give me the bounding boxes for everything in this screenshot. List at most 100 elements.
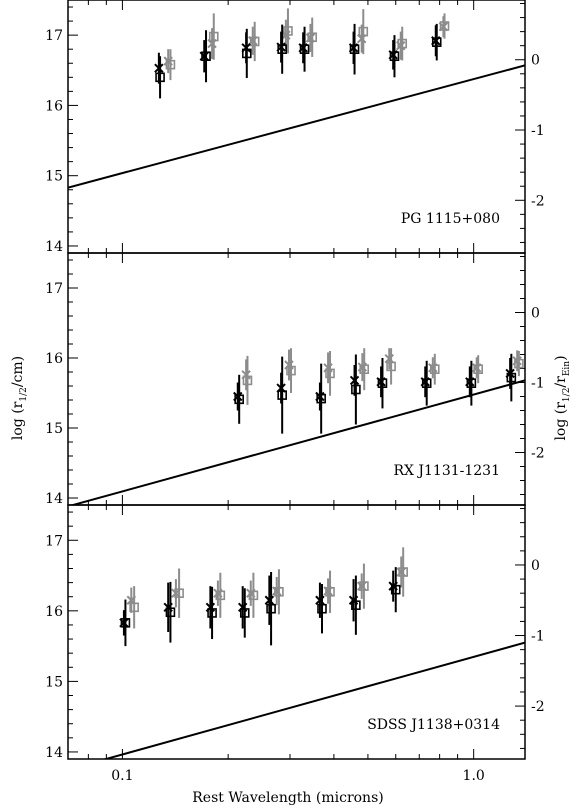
data-point-square	[473, 364, 483, 375]
y-axis-label-right-sub1: 1/2	[562, 388, 572, 402]
data-point-square	[431, 37, 442, 47]
panel-3: 14 15 16 17 -2 -1 0 0.1 1.0 SDSS J1138+0314	[45, 504, 545, 784]
series-light-square	[165, 8, 450, 81]
data-point-square	[248, 590, 259, 601]
data-point-square	[390, 584, 401, 595]
data-point-square	[351, 384, 361, 395]
data-point-square	[325, 368, 335, 379]
y-right-tick-label: -1	[531, 376, 545, 392]
series-dark-square	[120, 567, 401, 647]
y-tick-label: 15	[45, 169, 63, 185]
series-dark-square	[155, 23, 442, 99]
data-point-square	[208, 31, 219, 42]
y-axis-label-left-head: log (r	[10, 401, 26, 440]
data-point-square	[514, 358, 524, 369]
y-tick-label: 16	[45, 98, 63, 114]
panel-frame	[67, 504, 526, 760]
y-right-tick-label: -2	[531, 193, 545, 209]
y-right-tick-label: -1	[531, 629, 545, 645]
data-point-square	[242, 375, 253, 386]
data-point-square	[377, 378, 388, 389]
data-point-square	[241, 48, 252, 59]
panel-2: 14 15 16 17 -2 -1 0 RX J1131-1231	[45, 252, 545, 507]
data-point-square	[165, 607, 176, 618]
y-axis-label-left: log (r1/2/cm)	[10, 356, 29, 440]
data-point-square	[215, 590, 226, 601]
data-point-square	[307, 32, 318, 43]
data-point-square	[397, 38, 408, 49]
data-point-square	[299, 44, 310, 54]
data-point-square	[277, 44, 287, 54]
data-point-square	[349, 44, 360, 54]
y-right-tick-label: 0	[531, 53, 540, 69]
data-point-square	[421, 378, 432, 389]
einstein-radius-line	[69, 379, 525, 505]
y-right-tick-label: -2	[531, 446, 545, 462]
y-right-tick-label: 0	[531, 306, 540, 322]
y-axis-label-left-tail: /cm)	[10, 356, 26, 387]
data-point-square	[277, 390, 287, 400]
einstein-radius-line	[68, 64, 525, 189]
y-right-tick-label: -1	[531, 123, 545, 139]
series-dark-square	[234, 353, 517, 434]
data-point-square	[359, 581, 369, 591]
y-axis-label-right-head: log (r	[553, 402, 569, 441]
data-point-square	[359, 364, 370, 375]
einstein-radius-line	[102, 641, 525, 759]
data-point-square	[283, 26, 293, 36]
y-axis-label-right-mid: /r	[553, 376, 569, 388]
data-point-square	[120, 618, 131, 628]
y-tick-label: 15	[45, 674, 63, 690]
series-dark-x	[154, 25, 441, 84]
x-tick-label: 0.1	[111, 768, 133, 784]
data-point-square	[358, 26, 369, 37]
panel-label: SDSS J1138+0314	[367, 717, 500, 733]
data-point-x	[349, 375, 360, 386]
y-right-tick-label: 0	[531, 558, 540, 574]
data-point-square	[234, 394, 244, 405]
data-point-square	[266, 603, 276, 614]
panel-label: PG 1115+080	[401, 211, 500, 227]
data-point-x	[154, 63, 164, 73]
data-point-square	[274, 586, 284, 597]
y-tick-label: 17	[45, 28, 63, 44]
panel-1: 14 15 16 17 -2 -1 0 PG 1115+080	[45, 0, 545, 255]
y-tick-label: 14	[45, 745, 63, 761]
data-point-square	[506, 372, 517, 383]
data-point-square	[249, 36, 260, 47]
y-axis-label-right-sub2: Ein	[562, 361, 572, 376]
x-tick-label: 1.0	[463, 768, 485, 784]
x-axis-label: Rest Wavelength (microns)	[192, 790, 383, 806]
data-point-square	[207, 608, 217, 618]
y-axis-label-right: log (r1/2/rEin)	[553, 355, 572, 440]
y-right-tick-label: -2	[531, 699, 545, 715]
data-point-square	[398, 567, 408, 577]
y-tick-label: 16	[45, 351, 63, 367]
data-point-square	[165, 59, 176, 70]
data-point-square	[439, 21, 450, 31]
y-tick-label: 16	[45, 604, 63, 620]
y-tick-label: 15	[45, 421, 63, 437]
y-tick-label: 17	[45, 281, 63, 297]
data-point-square	[239, 608, 250, 618]
y-tick-label: 17	[45, 533, 63, 549]
data-point-square	[386, 361, 396, 372]
data-point-square	[316, 393, 326, 404]
data-point-square	[429, 364, 440, 375]
data-point-square	[155, 72, 165, 83]
data-point-square	[325, 586, 335, 597]
data-point-square	[129, 602, 139, 613]
data-point-square	[174, 588, 184, 598]
data-point-square	[286, 365, 296, 376]
data-point-square	[351, 600, 361, 610]
y-axis-label-left-sub: 1/2	[19, 387, 29, 401]
y-tick-label: 14	[45, 239, 63, 255]
y-axis-label-right-tail: )	[553, 355, 569, 360]
series-light-square	[129, 547, 408, 629]
panel-label: RX J1131-1231	[393, 463, 500, 479]
series-light-square	[242, 348, 524, 405]
data-point-square	[466, 378, 477, 389]
y-tick-label: 14	[45, 491, 63, 507]
data-point-square	[201, 51, 211, 62]
